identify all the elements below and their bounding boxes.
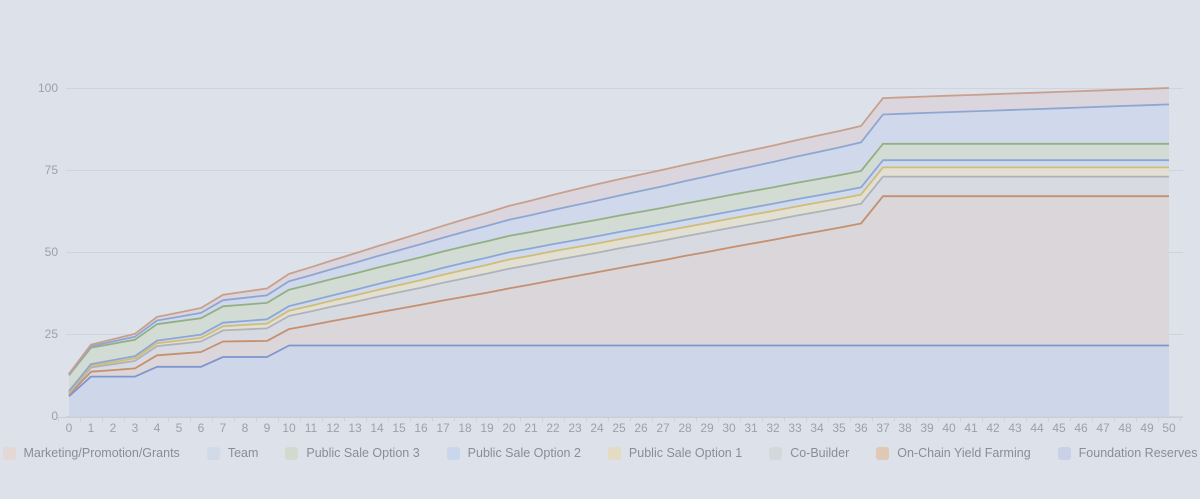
- x-tick-label: 25: [612, 421, 626, 435]
- x-tick-label: 5: [176, 421, 183, 435]
- x-tick-label: 50: [1162, 421, 1176, 435]
- legend-item-label: Foundation Reserves: [1078, 445, 1198, 460]
- area-team: [69, 104, 1169, 376]
- x-tick-label: 34: [810, 421, 824, 435]
- x-tick-label: 15: [392, 421, 406, 435]
- y-tick-label: 50: [45, 245, 59, 259]
- legend-item-marketing-promotion-grants[interactable]: Marketing/Promotion/Grants: [2, 445, 180, 460]
- legend-item-on-chain-yield-farming[interactable]: On-Chain Yield Farming: [876, 445, 1031, 460]
- x-tick-label: 42: [986, 421, 1000, 435]
- x-tick-label: 39: [920, 421, 934, 435]
- legend-swatch-icon: [446, 446, 460, 460]
- legend-item-label: On-Chain Yield Farming: [897, 445, 1031, 460]
- legend-item-public-sale-option-3[interactable]: Public Sale Option 3: [285, 445, 420, 460]
- area-on-chain-yield-farming: [69, 196, 1169, 397]
- x-tick-label: 10: [282, 421, 296, 435]
- line-foundation-reserves: [68, 344, 1169, 397]
- x-tick-label: 17: [436, 421, 450, 435]
- x-tick-label: 8: [242, 421, 249, 435]
- legend-item-label: Public Sale Option 3: [306, 445, 420, 460]
- x-tick-label: 19: [480, 421, 494, 435]
- x-tick-label: 30: [722, 421, 736, 435]
- x-tick-label: 13: [348, 421, 362, 435]
- x-tick-label: 24: [590, 421, 604, 435]
- x-tick-label: 18: [458, 421, 472, 435]
- legend-item-label: Public Sale Option 2: [467, 445, 581, 460]
- x-tick-label: 33: [788, 421, 802, 435]
- legend-swatch-icon: [1057, 446, 1071, 460]
- line-public-sale-option-3: [68, 142, 1169, 376]
- legend-item-foundation-reserves[interactable]: Foundation Reserves: [1057, 445, 1198, 460]
- x-tick-label: 29: [700, 421, 714, 435]
- x-axis-labels: 0 1 2 3 4 5 6 7 8 9 10 11 12 13 14 15 16 17 18 19 20 21 22 23 24…: [66, 421, 1176, 435]
- legend-item-co-builder[interactable]: Co-Builder: [769, 445, 850, 460]
- legend-item-label: Public Sale Option 1: [628, 445, 743, 460]
- legend-swatch-icon: [285, 446, 299, 460]
- x-tick-label: 28: [678, 421, 692, 435]
- y-tick-label: 100: [38, 81, 58, 95]
- legend-item-label: Marketing/Promotion/Grants: [23, 445, 180, 460]
- x-tick-label: 46: [1074, 421, 1088, 435]
- x-tick-label: 22: [546, 421, 560, 435]
- x-axis: [58, 417, 1183, 422]
- legend-swatch-icon: [206, 446, 220, 460]
- y-tick-label: 25: [45, 327, 59, 341]
- line-public-sale-option-2: [68, 159, 1169, 392]
- area-foundation-reserves: [69, 345, 1169, 416]
- x-tick-label: 35: [832, 421, 846, 435]
- x-tick-label: 21: [524, 421, 538, 435]
- line-marketing-promotion-grants: [68, 87, 1170, 375]
- line-co-builder: [68, 175, 1169, 395]
- legend-item-public-sale-option-1[interactable]: Public Sale Option 1: [607, 445, 743, 460]
- y-tick-label: 75: [45, 163, 59, 177]
- x-tick-label: 27: [656, 421, 670, 435]
- x-tick-label: 14: [370, 421, 384, 435]
- x-tick-label: 6: [198, 421, 205, 435]
- x-tick-label: 2: [110, 421, 117, 435]
- legend-swatch-icon: [2, 446, 16, 460]
- x-tick-label: 11: [305, 421, 318, 435]
- legend-item-team[interactable]: Team: [206, 445, 259, 460]
- x-tick-label: 44: [1030, 421, 1044, 435]
- x-tick-label: 40: [942, 421, 956, 435]
- x-tick-label: 45: [1052, 421, 1066, 435]
- y-tick-label: 0: [51, 409, 58, 423]
- x-tick-label: 32: [766, 421, 780, 435]
- x-tick-label: 26: [634, 421, 648, 435]
- x-tick-label: 3: [132, 421, 139, 435]
- x-tick-label: 20: [502, 421, 516, 435]
- x-tick-label: 48: [1118, 421, 1132, 435]
- legend-swatch-icon: [607, 446, 621, 460]
- x-tick-label: 9: [264, 421, 271, 435]
- line-on-chain-yield-farming: [68, 195, 1169, 396]
- legend-item-public-sale-option-2[interactable]: Public Sale Option 2: [446, 445, 581, 460]
- x-tick-label: 36: [854, 421, 868, 435]
- legend-item-label: Co-Builder: [790, 445, 850, 460]
- y-axis-labels: 0 25 50 75 100: [38, 81, 58, 423]
- legend-swatch-icon: [876, 446, 890, 460]
- line-public-sale-option-1: [68, 166, 1169, 393]
- legend-item-label: Team: [227, 445, 259, 460]
- x-tick-label: 41: [964, 421, 978, 435]
- x-tick-label: 16: [414, 421, 428, 435]
- series-lines: [68, 87, 1170, 397]
- x-tick-label: 0: [66, 421, 73, 435]
- line-team: [68, 103, 1170, 376]
- x-tick-label: 38: [898, 421, 912, 435]
- x-tick-label: 37: [876, 421, 890, 435]
- x-tick-label: 4: [154, 421, 161, 435]
- x-tick-label: 7: [220, 421, 227, 435]
- x-tick-label: 23: [568, 421, 582, 435]
- x-tick-label: 47: [1096, 421, 1110, 435]
- chart-legend: Marketing/Promotion/Grants Team Public Sal…: [0, 444, 1200, 462]
- legend-swatch-icon: [769, 446, 783, 460]
- series-areas: [69, 88, 1169, 416]
- x-tick-label: 43: [1008, 421, 1022, 435]
- x-tick-label: 31: [744, 421, 758, 435]
- x-tick-label: 49: [1140, 421, 1154, 435]
- x-tick-label: 1: [88, 421, 95, 435]
- x-tick-label: 12: [326, 421, 340, 435]
